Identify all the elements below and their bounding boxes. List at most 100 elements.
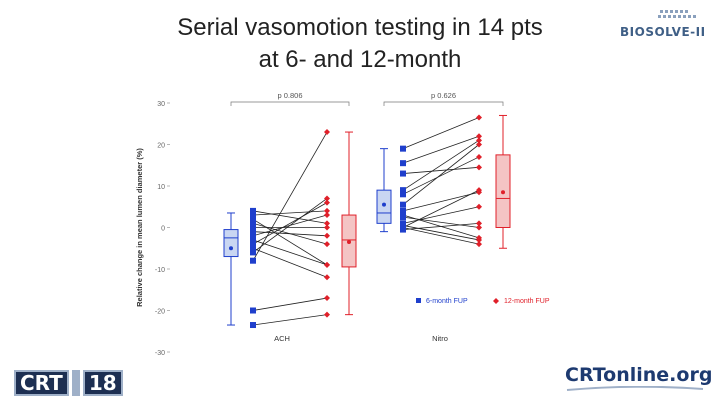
marker-6month bbox=[400, 160, 406, 167]
marker-12month bbox=[476, 153, 482, 160]
slide-title: Serial vasomotion testing in 14 pts at 6… bbox=[150, 12, 570, 76]
y-tick-label: -30 bbox=[155, 350, 165, 357]
crt-logo-divider bbox=[71, 370, 80, 396]
pair-line bbox=[402, 227, 480, 245]
pair-line bbox=[402, 140, 480, 191]
pair-line bbox=[402, 189, 480, 228]
p-value-bracket bbox=[230, 101, 350, 106]
marker-12month bbox=[476, 187, 482, 194]
pair-line bbox=[252, 247, 328, 278]
marker-6month bbox=[250, 207, 256, 214]
pair-line bbox=[402, 216, 480, 228]
marker-12month bbox=[324, 195, 330, 202]
p-value-label: p 0.626 bbox=[431, 91, 456, 100]
pair-line bbox=[402, 225, 480, 241]
marker-12month bbox=[324, 224, 330, 231]
marker-6month bbox=[400, 145, 406, 152]
marker-12month bbox=[476, 241, 482, 248]
box-12month-mean bbox=[501, 190, 505, 195]
pair-line bbox=[402, 166, 480, 174]
pair-line bbox=[252, 218, 328, 266]
marker-6month bbox=[250, 220, 256, 227]
logo-text: BIOSOLVE-II bbox=[620, 25, 706, 39]
marker-12month bbox=[324, 241, 330, 248]
pair-line bbox=[402, 135, 480, 164]
biosolve-logo: BIOSOLVE-II bbox=[620, 8, 715, 39]
marker-12month bbox=[476, 220, 482, 227]
crtonline-text: CRTonline.org bbox=[565, 364, 713, 386]
marker-6month bbox=[250, 307, 256, 314]
marker-12month bbox=[324, 220, 330, 227]
legend-label-12month: 12-month FUP bbox=[504, 298, 550, 305]
marker-6month bbox=[250, 257, 256, 264]
pair-line bbox=[252, 210, 328, 216]
y-tick-label: 20 bbox=[157, 143, 165, 150]
crt18-logo: CRT 18 bbox=[14, 370, 123, 396]
marker-6month bbox=[250, 228, 256, 235]
marker-6month bbox=[400, 170, 406, 177]
marker-12month bbox=[476, 137, 482, 144]
x-group-label: ACH bbox=[274, 334, 290, 343]
pair-line bbox=[252, 239, 328, 266]
legend-label-6month: 6-month FUP bbox=[426, 298, 468, 305]
marker-6month bbox=[250, 245, 256, 252]
title-line-2: at 6- and 12-month bbox=[258, 46, 462, 73]
box-6month bbox=[376, 189, 392, 224]
marker-6month bbox=[250, 322, 256, 329]
marker-6month bbox=[400, 201, 406, 208]
crtonline-logo: CRTonline.org bbox=[565, 364, 713, 391]
marker-6month bbox=[250, 236, 256, 243]
pair-line bbox=[252, 131, 328, 261]
y-tick-label: 30 bbox=[157, 101, 165, 108]
marker-6month bbox=[400, 187, 406, 194]
p-value-bracket bbox=[383, 101, 504, 106]
pair-line bbox=[252, 202, 328, 245]
crtonline-swoosh-icon bbox=[566, 386, 704, 391]
box-6month-mean bbox=[382, 202, 386, 207]
logo-dots-icon bbox=[658, 10, 696, 18]
pair-line bbox=[402, 144, 480, 205]
pair-line bbox=[402, 117, 480, 150]
pair-line bbox=[252, 314, 328, 326]
y-tick-label: 10 bbox=[157, 184, 165, 191]
vasomotion-chart: 30 20 10 0 -10 -20 -30 Relative change in mean … bbox=[135, 91, 550, 357]
marker-6month bbox=[400, 191, 406, 198]
pair-line bbox=[402, 222, 480, 230]
marker-12month bbox=[324, 295, 330, 302]
box-6month bbox=[223, 229, 239, 258]
marker-12month bbox=[324, 311, 330, 318]
marker-6month bbox=[250, 241, 256, 248]
box-6month-mean bbox=[229, 246, 233, 251]
marker-12month bbox=[324, 274, 330, 281]
y-tick-label: 0 bbox=[161, 226, 165, 233]
legend-marker-12month bbox=[493, 298, 499, 304]
marker-12month bbox=[324, 207, 330, 214]
marker-12month bbox=[324, 232, 330, 239]
marker-6month bbox=[400, 207, 406, 214]
pair-line bbox=[252, 214, 328, 237]
pair-line bbox=[402, 191, 480, 212]
marker-6month bbox=[250, 216, 256, 223]
marker-6month bbox=[250, 212, 256, 219]
pair-line bbox=[252, 297, 328, 311]
title-line-1: Serial vasomotion testing in 14 pts bbox=[177, 14, 543, 41]
marker-12month bbox=[476, 236, 482, 243]
y-tick-label: -10 bbox=[155, 267, 165, 274]
x-group-label: Nitro bbox=[432, 334, 448, 343]
marker-12month bbox=[324, 212, 330, 219]
marker-12month bbox=[324, 199, 330, 206]
marker-12month bbox=[476, 133, 482, 140]
crt-logo-year: 18 bbox=[82, 370, 123, 396]
marker-6month bbox=[250, 232, 256, 239]
marker-12month bbox=[324, 129, 330, 136]
marker-6month bbox=[400, 214, 406, 221]
y-tick-label: -20 bbox=[155, 309, 165, 316]
pair-line bbox=[252, 210, 328, 224]
y-axis-label: Relative change in mean lumen diameter (… bbox=[135, 148, 144, 307]
legend-marker-6month bbox=[416, 298, 421, 303]
pair-line bbox=[402, 156, 480, 195]
marker-12month bbox=[476, 114, 482, 121]
marker-12month bbox=[476, 164, 482, 171]
marker-6month bbox=[400, 224, 406, 231]
pair-line bbox=[402, 206, 480, 224]
